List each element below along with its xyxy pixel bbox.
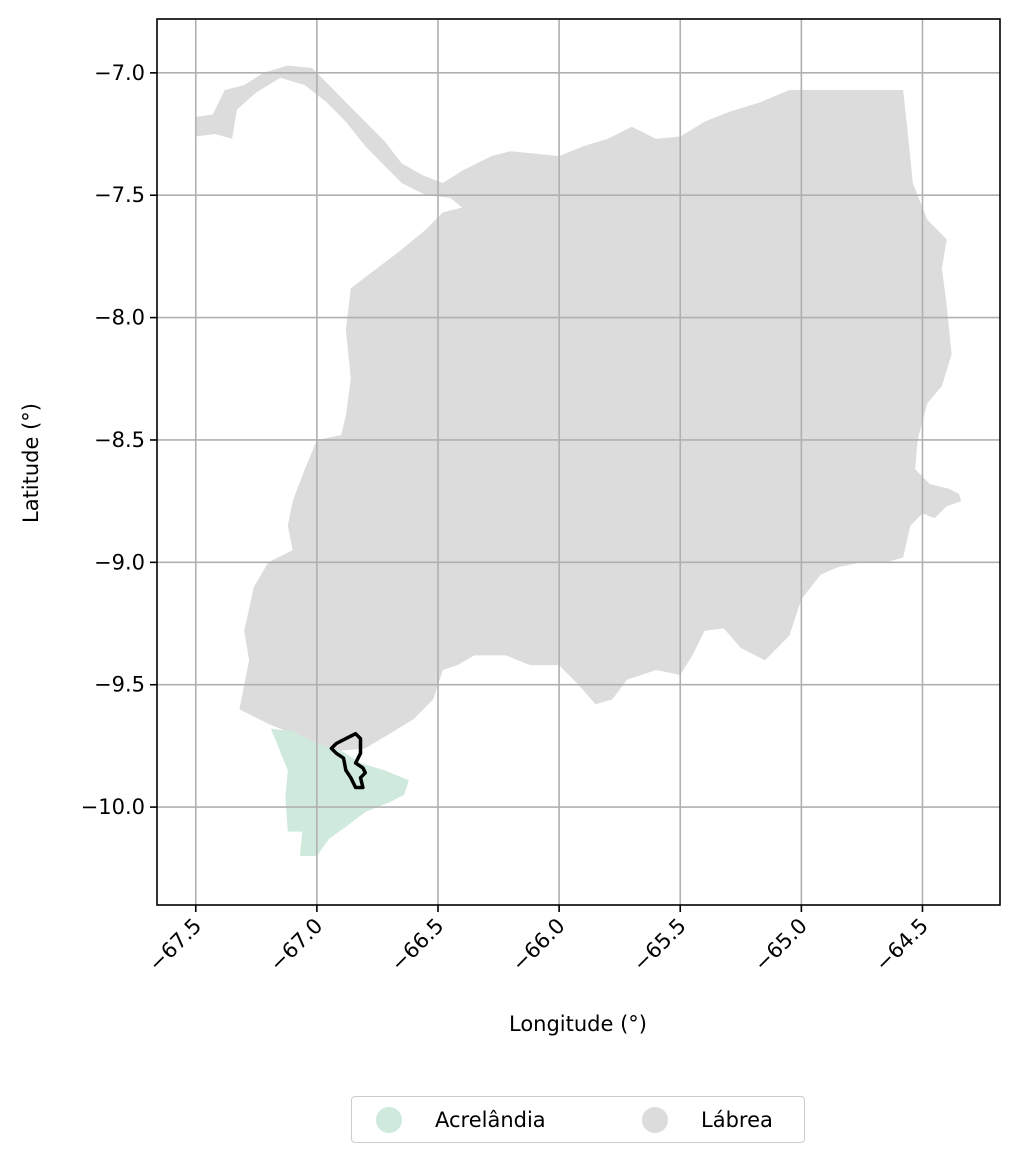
y-tick-label: −7.5 xyxy=(94,183,145,207)
x-tick-label: −65.5 xyxy=(628,914,690,976)
legend-label: Lábrea xyxy=(701,1107,773,1132)
legend-label: Acrelândia xyxy=(435,1107,546,1132)
legend-item-labrea: Lábrea xyxy=(642,1097,773,1142)
y-tick-label: −8.0 xyxy=(94,306,145,330)
y-axis-title: Latitude (°) xyxy=(19,403,43,523)
x-tick-label: −66.5 xyxy=(386,914,448,976)
y-tick-label: −10.0 xyxy=(81,795,145,819)
y-tick-label: −9.0 xyxy=(94,550,145,574)
legend-item-acrelandia: Acrelândia xyxy=(376,1097,546,1142)
x-tick-label: −65.0 xyxy=(749,914,811,976)
legend-marker-acrelandia xyxy=(376,1106,402,1133)
y-tick-label: −9.5 xyxy=(94,673,145,697)
x-tick-label: −67.5 xyxy=(144,914,206,976)
region-labrea xyxy=(195,65,962,751)
y-tick-label: −8.5 xyxy=(94,428,145,452)
x-tick-label: −67.0 xyxy=(265,914,327,976)
legend-marker-labrea xyxy=(642,1106,668,1133)
highlight-outline xyxy=(329,731,368,790)
plot-area xyxy=(157,19,1000,905)
legend: Acrelândia Lábrea xyxy=(351,1096,805,1143)
axes-frame xyxy=(156,18,1001,906)
x-tick-label: −66.0 xyxy=(507,914,569,976)
x-axis-title: Longitude (°) xyxy=(509,1012,647,1036)
x-tick-label: −64.5 xyxy=(871,914,933,976)
y-tick-label: −7.0 xyxy=(94,61,145,85)
region-acrelandia xyxy=(270,728,409,856)
